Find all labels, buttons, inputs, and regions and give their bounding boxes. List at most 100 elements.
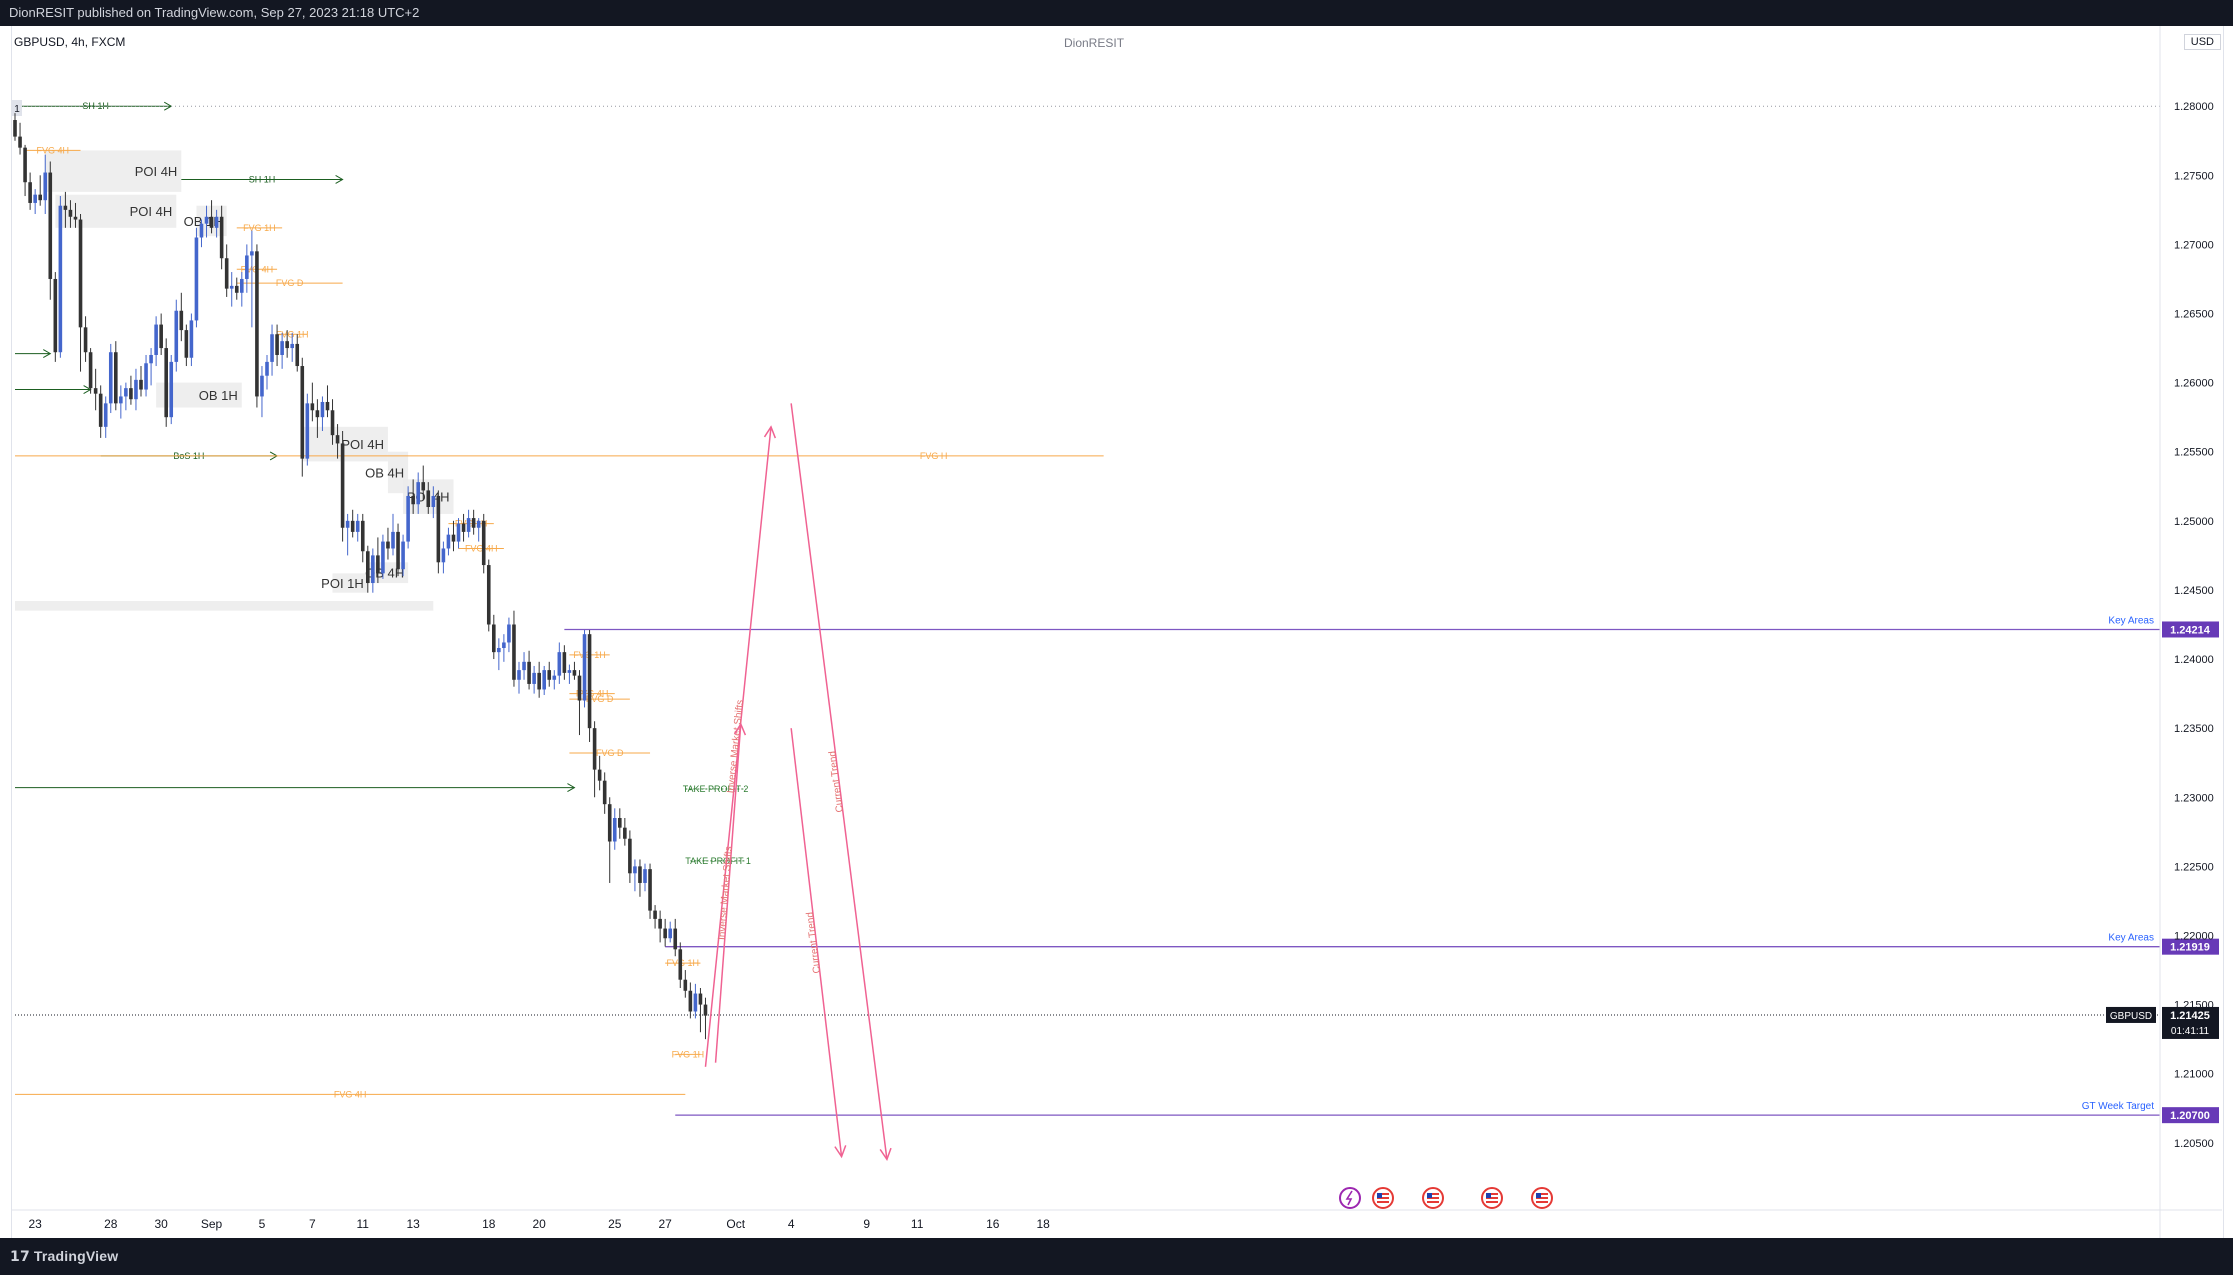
candle-body xyxy=(376,555,380,574)
candle-body xyxy=(335,435,340,444)
level-label: FVG 1H xyxy=(243,223,276,233)
candle-body xyxy=(547,670,552,680)
candle-body xyxy=(164,348,168,418)
candle-body xyxy=(209,216,214,228)
key-level-price: 1.24214 xyxy=(2170,624,2211,636)
candle-body xyxy=(330,410,335,436)
candle-body xyxy=(653,910,657,919)
key-level-badge xyxy=(2162,621,2219,638)
candle-body xyxy=(355,520,360,532)
candle-body xyxy=(350,520,355,532)
us-flag-icon[interactable] xyxy=(1481,1187,1503,1209)
candle-body xyxy=(224,258,229,289)
candle-body xyxy=(320,401,325,418)
event-circle xyxy=(1339,1187,1361,1209)
candle-body xyxy=(396,531,400,570)
time-tick: 28 xyxy=(104,1217,118,1231)
price-tick: 1.26500 xyxy=(2174,309,2214,321)
price-tick: 1.28000 xyxy=(2174,101,2214,113)
candle-body xyxy=(703,1004,708,1016)
projection-line xyxy=(704,426,772,1067)
candle-body xyxy=(93,388,98,394)
lightning-icon[interactable] xyxy=(1339,1187,1361,1209)
time-tick: 18 xyxy=(1036,1217,1050,1231)
candle-body xyxy=(492,624,496,653)
us-flag-icon[interactable] xyxy=(1422,1187,1444,1209)
flag-canton xyxy=(1377,1193,1382,1198)
candle-body xyxy=(411,495,415,505)
candle-body xyxy=(507,624,511,643)
footer-bar: 17 TradingView xyxy=(0,1238,2233,1275)
candle-body xyxy=(234,285,239,293)
candle-body xyxy=(134,379,138,400)
level-label: FVG 4H xyxy=(334,1089,367,1099)
us-flag-icon[interactable] xyxy=(1372,1187,1394,1209)
current-price-value: 1.21425 xyxy=(2170,1010,2210,1022)
level-label: FVG 4H xyxy=(37,145,70,155)
price-tick: 1.27500 xyxy=(2174,170,2214,182)
level-label: SH 1H xyxy=(249,174,276,184)
candle-body xyxy=(194,237,199,321)
zone-box xyxy=(15,601,434,611)
flag-stripe xyxy=(1377,1197,1389,1199)
candle-body xyxy=(58,205,63,353)
flag-stripe xyxy=(1427,1193,1439,1195)
price-tick: 1.25000 xyxy=(2174,516,2214,528)
candle-body xyxy=(638,866,642,883)
price-axis[interactable]: 1.24214 1.21919 1.20700 GBPUSD 1.21425 01:41:… xyxy=(2106,26,2219,1238)
events-layer[interactable] xyxy=(1339,1187,1553,1209)
zone-label: POI 4H xyxy=(130,204,173,219)
flag-stripe xyxy=(1486,1197,1498,1199)
projection-label: Inverse Market Shifts xyxy=(725,699,746,794)
level-label: FVG H xyxy=(920,451,948,461)
candle-body xyxy=(371,555,375,584)
candle-body xyxy=(607,804,612,842)
projection-label: Current Trend xyxy=(805,911,823,974)
candle-body xyxy=(250,251,254,256)
us-flag-icon[interactable] xyxy=(1531,1187,1553,1209)
candle-body xyxy=(486,565,491,625)
brand-name: TradingView xyxy=(33,1248,119,1264)
candle-body xyxy=(325,401,330,411)
projection-line xyxy=(790,728,843,1157)
candle-body xyxy=(154,324,158,355)
candle-body xyxy=(189,320,194,358)
candle-body xyxy=(28,182,32,203)
zone-label: OB 1H xyxy=(199,388,238,403)
time-axis[interactable]: 23 28 30 Sep 5 7 11 13 18 20 25 27 Oct 4 9 11 16 18 xyxy=(11,1209,2222,1231)
tradingview-logo[interactable]: 17 TradingView xyxy=(10,1248,118,1265)
price-tick: 1.25500 xyxy=(2174,447,2214,459)
price-tick: 1.27000 xyxy=(2174,239,2214,251)
candle-body xyxy=(108,352,113,404)
lightning-glyph xyxy=(1345,1190,1353,1206)
candle-body xyxy=(597,769,602,781)
currency-button[interactable]: USD xyxy=(2183,34,2221,50)
flag-canton xyxy=(1486,1193,1491,1198)
price-tick: 1.26000 xyxy=(2174,378,2214,390)
time-tick: 25 xyxy=(608,1217,622,1231)
flag-canton xyxy=(1427,1193,1432,1198)
candle-body xyxy=(260,375,264,397)
candle-body xyxy=(582,634,587,701)
level-label: TAKE PROFIT 2 xyxy=(683,784,749,794)
key-level-price: 1.21919 xyxy=(2170,942,2210,954)
time-tick: 13 xyxy=(406,1217,420,1231)
candle-body xyxy=(421,482,426,491)
candle-body xyxy=(663,928,667,939)
time-tick: 18 xyxy=(482,1217,496,1231)
symbol-badge-text: GBPUSD xyxy=(2110,1011,2152,1022)
candle-body xyxy=(643,869,647,883)
candle-body xyxy=(471,518,476,528)
zone-box xyxy=(332,573,368,593)
flag-stripe xyxy=(1377,1193,1389,1195)
flag-stripe xyxy=(1427,1201,1439,1203)
chart-area[interactable] xyxy=(11,26,2224,1238)
key-level-price: 1.20700 xyxy=(2170,1110,2210,1122)
price-tick: 1.22000 xyxy=(2174,930,2214,942)
candle-body xyxy=(441,548,446,563)
candle-body xyxy=(648,869,652,911)
level-label: FVG 4H xyxy=(465,543,498,553)
candle-body xyxy=(683,979,688,991)
